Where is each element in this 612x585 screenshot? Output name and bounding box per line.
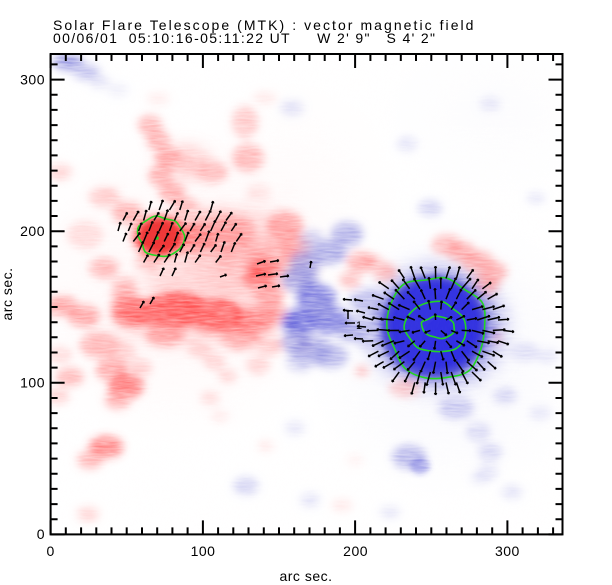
svg-text:0: 0 xyxy=(37,526,45,542)
svg-text:arc sec.: arc sec. xyxy=(279,568,332,584)
svg-text:300: 300 xyxy=(20,72,45,88)
svg-text:1: 1 xyxy=(356,320,362,332)
svg-text:00/06/01 05:10:16-05:11:22 UT: 00/06/01 05:10:16-05:11:22 UT W 2' 9" S … xyxy=(53,30,436,46)
svg-text:arc sec.: arc sec. xyxy=(0,267,15,320)
svg-text:200: 200 xyxy=(343,543,368,559)
svg-text:100: 100 xyxy=(20,375,45,391)
svg-text:100: 100 xyxy=(191,543,216,559)
svg-text:200: 200 xyxy=(20,223,45,239)
svg-text:300: 300 xyxy=(495,543,520,559)
svg-text:Solar Flare Telescope (MTK) :: Solar Flare Telescope (MTK) : vector mag… xyxy=(53,17,476,33)
svg-text:0: 0 xyxy=(46,543,54,559)
